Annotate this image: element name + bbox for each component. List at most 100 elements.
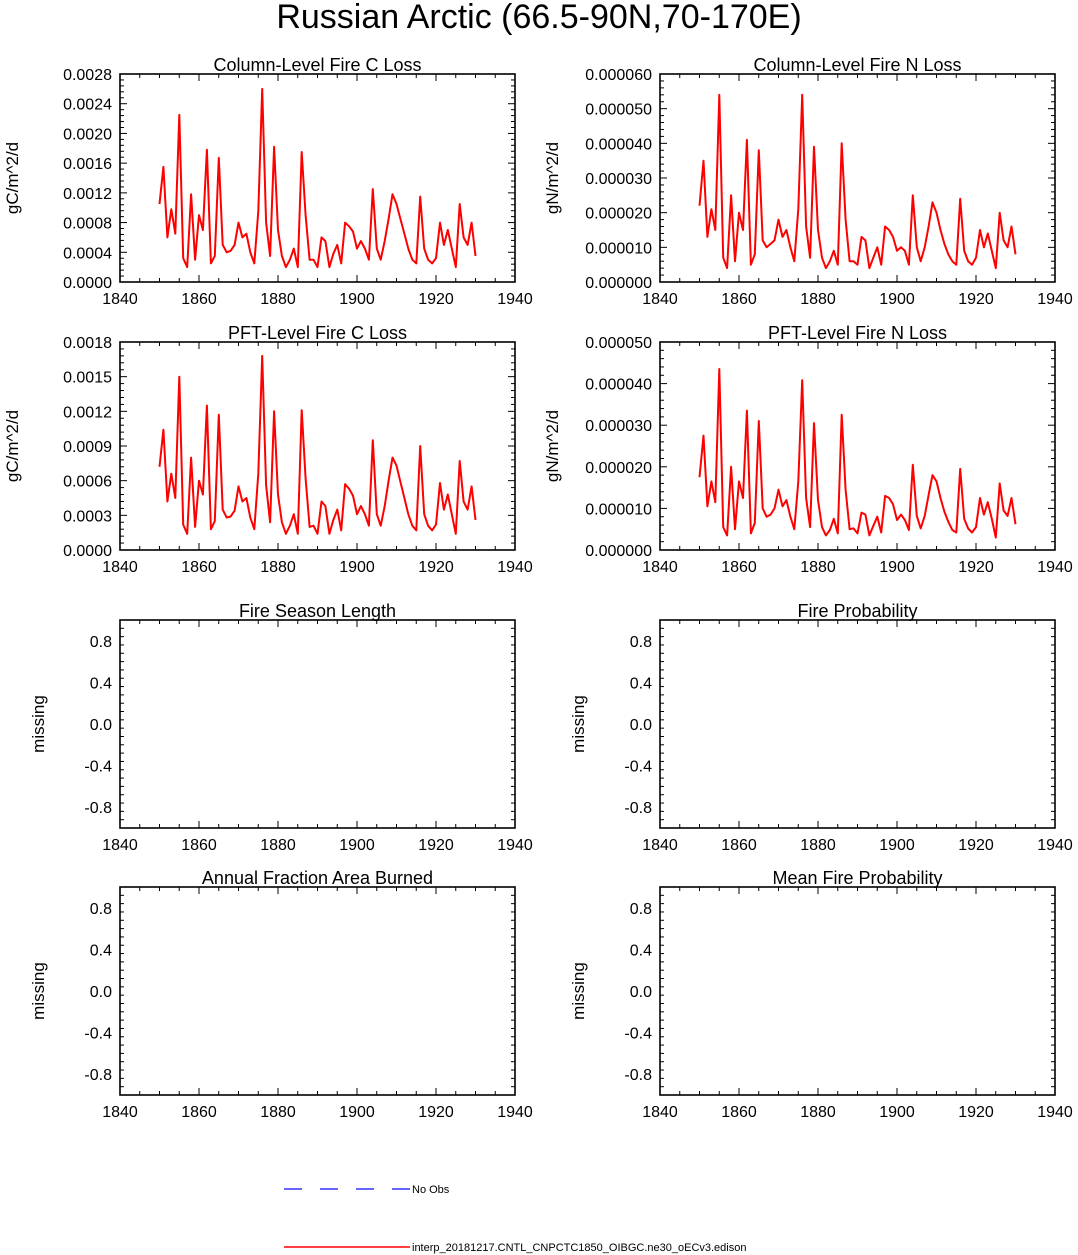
plot-frame	[119, 886, 516, 1096]
y-tick-label: -0.4	[84, 1026, 112, 1043]
y-tick-label: 0.0009	[63, 439, 112, 456]
y-tick-label: 0.4	[90, 675, 112, 692]
series-line-0	[158, 354, 477, 535]
y-tick-label: 0.8	[630, 634, 652, 651]
y-axis-label: gN/m^2/d	[543, 410, 562, 482]
y-tick-label: 0.0000	[63, 543, 112, 560]
x-tick-label: 1920	[958, 291, 994, 308]
y-tick-label: 0.0018	[63, 335, 112, 352]
y-tick-label: 0.0	[630, 984, 652, 1001]
panel-5: 1840 1860 1880 1900 1920 1940 -0.8 -0.4 0.0 0.4 0.…	[569, 601, 1073, 854]
panel-title: Column-Level Fire N Loss	[753, 55, 961, 75]
x-tick-label: 1900	[339, 837, 375, 854]
panel-6: 1840 1860 1880 1900 1920 1940 -0.8 -0.4 0.0 0.4 0.…	[29, 868, 533, 1121]
x-tick-label: 1940	[1037, 291, 1073, 308]
x-tick-label: 1920	[418, 291, 454, 308]
y-tick-label: 0.4	[90, 942, 112, 959]
y-axis-label: gC/m^2/d	[3, 142, 22, 214]
panel-title: PFT-Level Fire N Loss	[768, 323, 947, 343]
y-tick-label: 0.0016	[63, 156, 112, 173]
x-tick-label: 1840	[642, 291, 678, 308]
y-tick-label: 0.000040	[585, 377, 652, 394]
y-tick-label: -0.4	[624, 1026, 652, 1043]
y-tick-label: 0.8	[90, 901, 112, 918]
y-axis-label: missing	[569, 962, 588, 1020]
y-tick-label: -0.8	[84, 800, 112, 817]
x-tick-label: 1900	[879, 1104, 915, 1121]
y-tick-label: -0.8	[84, 1067, 112, 1084]
figure-title: Russian Arctic (66.5-90N,70-170E)	[276, 0, 801, 36]
y-tick-label: 0.000020	[585, 206, 652, 223]
y-tick-label: 0.0	[630, 717, 652, 734]
y-tick-label: -0.8	[624, 1067, 652, 1084]
y-tick-label: 0.000060	[585, 67, 652, 84]
x-tick-label: 1840	[102, 837, 138, 854]
x-tick-label: 1880	[800, 291, 836, 308]
x-tick-label: 1940	[1037, 559, 1073, 576]
x-tick-label: 1860	[721, 837, 757, 854]
x-tick-label: 1920	[958, 837, 994, 854]
y-tick-label: -0.8	[624, 800, 652, 817]
legend-label-no-obs: No Obs	[412, 1184, 450, 1196]
plot-frame	[119, 73, 516, 283]
y-tick-label: 0.000020	[585, 460, 652, 477]
x-tick-label: 1940	[1037, 1104, 1073, 1121]
panel-title: Fire Season Length	[239, 601, 396, 621]
x-tick-label: 1880	[260, 837, 296, 854]
panels: 1840 1860 1880 1900 1920 19400.00000.00040.00…	[3, 55, 1073, 1121]
x-tick-label: 1940	[1037, 837, 1073, 854]
x-tick-label: 1860	[181, 291, 217, 308]
y-axis-label: gN/m^2/d	[543, 142, 562, 214]
x-tick-label: 1940	[497, 1104, 533, 1121]
legend: No Obs interp_20181217.CNTL_CNPCTC1850_O…	[284, 1184, 746, 1254]
x-tick-label: 1880	[800, 1104, 836, 1121]
y-tick-label: 0.000000	[585, 543, 652, 560]
y-tick-label: -0.4	[624, 759, 652, 776]
x-tick-label: 1900	[339, 559, 375, 576]
x-tick-label: 1940	[497, 837, 533, 854]
x-tick-label: 1900	[879, 837, 915, 854]
panel-title: Fire Probability	[797, 601, 917, 621]
y-tick-label: 0.000030	[585, 418, 652, 435]
x-tick-label: 1920	[418, 837, 454, 854]
y-tick-label: 0.0020	[63, 126, 112, 143]
x-tick-label: 1920	[418, 1104, 454, 1121]
x-tick-label: 1860	[181, 1104, 217, 1121]
x-tick-label: 1880	[260, 291, 296, 308]
x-tick-label: 1860	[721, 559, 757, 576]
y-tick-label: 0.000040	[585, 136, 652, 153]
x-tick-label: 1880	[260, 1104, 296, 1121]
plot-frame	[119, 619, 516, 829]
panel-title: PFT-Level Fire C Loss	[228, 323, 407, 343]
y-tick-label: 0.4	[630, 942, 652, 959]
y-tick-label: 0.0015	[63, 370, 112, 387]
x-tick-label: 1860	[721, 291, 757, 308]
x-tick-label: 1900	[879, 559, 915, 576]
y-axis-label: missing	[569, 695, 588, 753]
y-tick-label: 0.0024	[63, 97, 112, 114]
y-tick-label: 0.0008	[63, 216, 112, 233]
y-tick-label: 0.000000	[585, 275, 652, 292]
y-tick-label: 0.0004	[63, 245, 112, 262]
panel-title: Mean Fire Probability	[772, 868, 942, 888]
x-tick-label: 1840	[642, 837, 678, 854]
y-tick-label: 0.8	[630, 901, 652, 918]
y-axis-label: missing	[29, 695, 48, 753]
x-tick-label: 1880	[800, 559, 836, 576]
x-tick-label: 1840	[102, 1104, 138, 1121]
series-line-0	[158, 87, 477, 269]
panel-title: Column-Level Fire C Loss	[213, 55, 421, 75]
panel-title: Annual Fraction Area Burned	[202, 868, 433, 888]
x-tick-label: 1920	[418, 559, 454, 576]
x-tick-label: 1920	[958, 1104, 994, 1121]
legend-label-model: interp_20181217.CNTL_CNPCTC1850_OIBGC.ne…	[412, 1242, 746, 1254]
y-tick-label: -0.4	[84, 759, 112, 776]
panel-4: 1840 1860 1880 1900 1920 1940 -0.8 -0.4 0.0 0.4 0.…	[29, 601, 533, 854]
y-tick-label: 0.4	[630, 675, 652, 692]
x-tick-label: 1880	[800, 837, 836, 854]
y-tick-label: 0.0	[90, 717, 112, 734]
x-tick-label: 1860	[721, 1104, 757, 1121]
y-tick-label: 0.0000	[63, 275, 112, 292]
x-tick-label: 1900	[879, 291, 915, 308]
series-line-0	[698, 93, 1017, 270]
